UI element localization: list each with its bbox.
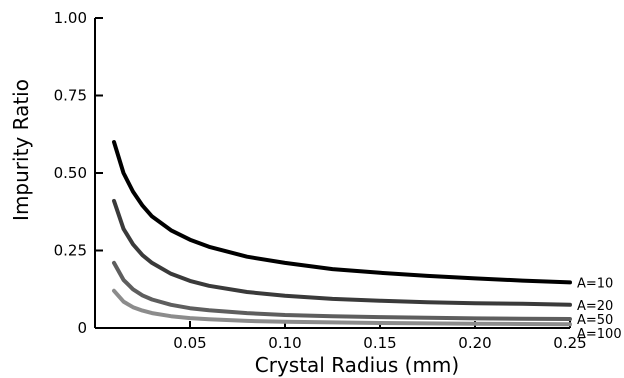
series-label: A=50: [577, 313, 613, 328]
y-tick-label: 0.50: [54, 164, 87, 182]
series-line-a-20: [112, 198, 572, 307]
x-tick-label: 0.20: [458, 334, 491, 352]
x-tick-label: 0.05: [173, 334, 206, 352]
y-tick-label: 0.75: [54, 87, 87, 105]
x-tick-label: 0.25: [553, 334, 586, 352]
x-tick-label: 0.10: [268, 334, 301, 352]
y-tick-label: 1.00: [54, 9, 87, 27]
x-tick-label: 0.15: [363, 334, 396, 352]
series-lines: [112, 140, 572, 327]
series-line-a-50: [112, 260, 572, 321]
y-ticks: 0 0.25 0.50 0.75 1.00: [54, 9, 103, 337]
series-label: A=20: [577, 299, 613, 314]
series-line-a-10: [112, 140, 572, 285]
series-line-a-100: [112, 288, 572, 327]
y-tick-label: 0: [77, 319, 87, 337]
series-label: A=10: [577, 276, 613, 291]
series-label: A=100: [577, 327, 622, 342]
series-labels: A=10 A=20A=50A=100: [577, 276, 622, 342]
y-axis-title: Impurity Ratio: [9, 79, 33, 221]
y-tick-label: 0.25: [54, 242, 87, 260]
x-axis-title: Crystal Radius (mm): [255, 353, 459, 377]
